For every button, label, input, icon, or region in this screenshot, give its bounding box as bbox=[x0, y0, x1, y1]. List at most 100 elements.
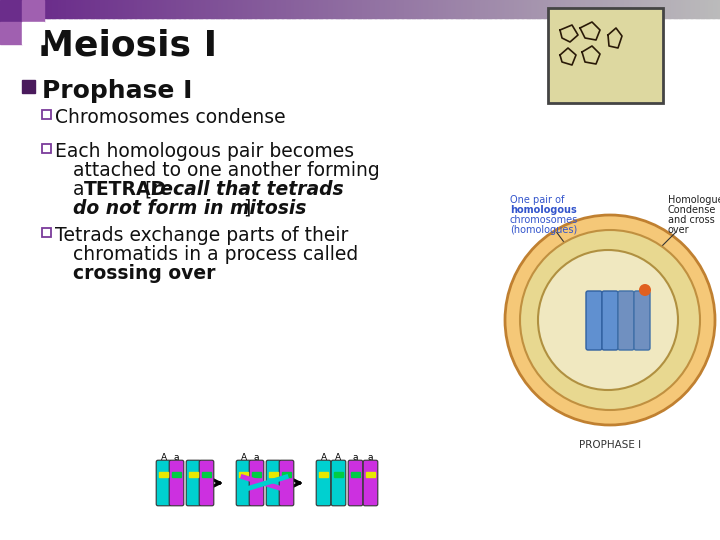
Bar bbox=[117, 0, 119, 18]
Bar bbox=[196, 0, 198, 18]
Bar bbox=[421, 0, 423, 18]
Bar bbox=[516, 0, 518, 18]
Bar bbox=[715, 0, 717, 18]
Bar bbox=[561, 0, 563, 18]
Bar bbox=[665, 0, 667, 18]
Bar bbox=[243, 0, 246, 18]
Bar bbox=[100, 0, 102, 18]
Bar bbox=[112, 0, 114, 18]
Text: Homologues: Homologues bbox=[668, 195, 720, 205]
Bar bbox=[597, 0, 599, 18]
Bar bbox=[194, 0, 197, 18]
Bar bbox=[250, 0, 253, 18]
Bar bbox=[570, 0, 572, 18]
Text: recall that tetrads: recall that tetrads bbox=[151, 180, 343, 199]
Bar bbox=[307, 0, 310, 18]
Bar bbox=[186, 0, 188, 18]
Bar bbox=[660, 0, 662, 18]
Bar bbox=[468, 0, 470, 18]
Bar bbox=[473, 0, 475, 18]
Bar bbox=[374, 0, 376, 18]
Bar bbox=[76, 0, 78, 18]
Bar bbox=[719, 0, 720, 18]
Bar bbox=[671, 0, 673, 18]
Bar bbox=[583, 0, 585, 18]
Bar bbox=[384, 0, 386, 18]
Bar bbox=[370, 0, 372, 18]
Bar bbox=[553, 0, 555, 18]
Bar bbox=[605, 0, 607, 18]
Bar bbox=[716, 0, 719, 18]
Bar bbox=[269, 472, 278, 477]
Bar bbox=[693, 0, 695, 18]
Bar bbox=[366, 0, 369, 18]
Bar bbox=[563, 0, 565, 18]
Bar bbox=[294, 0, 297, 18]
Text: a: a bbox=[367, 453, 373, 462]
Bar bbox=[310, 0, 312, 18]
Bar bbox=[154, 0, 156, 18]
Bar bbox=[108, 0, 110, 18]
Text: crossing over: crossing over bbox=[73, 264, 215, 283]
Bar bbox=[505, 0, 508, 18]
Bar bbox=[328, 0, 330, 18]
Text: b: b bbox=[253, 496, 259, 505]
Bar bbox=[499, 0, 501, 18]
Bar bbox=[48, 0, 50, 18]
Bar bbox=[147, 0, 149, 18]
Bar bbox=[105, 0, 107, 18]
Bar bbox=[521, 0, 523, 18]
Bar bbox=[554, 0, 557, 18]
Bar bbox=[152, 0, 154, 18]
Bar bbox=[239, 472, 248, 477]
Bar bbox=[49, 0, 51, 18]
Bar bbox=[333, 0, 336, 18]
Bar bbox=[230, 0, 232, 18]
Bar bbox=[266, 0, 268, 18]
Bar bbox=[159, 0, 161, 18]
Bar bbox=[426, 0, 428, 18]
Bar bbox=[123, 0, 125, 18]
Bar bbox=[156, 0, 158, 18]
Circle shape bbox=[505, 215, 715, 425]
Bar bbox=[654, 0, 657, 18]
Bar bbox=[296, 0, 298, 18]
Bar bbox=[253, 0, 256, 18]
FancyBboxPatch shape bbox=[316, 460, 330, 506]
Bar bbox=[423, 0, 425, 18]
Bar bbox=[343, 0, 346, 18]
Bar bbox=[504, 0, 506, 18]
Bar bbox=[277, 0, 279, 18]
Bar bbox=[703, 0, 706, 18]
Bar bbox=[394, 0, 396, 18]
FancyBboxPatch shape bbox=[602, 291, 618, 350]
Bar bbox=[642, 0, 644, 18]
Bar bbox=[184, 0, 186, 18]
Bar bbox=[522, 0, 524, 18]
Bar bbox=[350, 0, 352, 18]
Bar bbox=[102, 0, 104, 18]
Bar bbox=[162, 0, 164, 18]
FancyBboxPatch shape bbox=[586, 291, 602, 350]
Bar bbox=[397, 0, 400, 18]
Bar bbox=[74, 0, 76, 18]
Bar bbox=[245, 0, 247, 18]
Bar bbox=[173, 0, 175, 18]
Bar bbox=[598, 0, 600, 18]
FancyBboxPatch shape bbox=[249, 460, 264, 506]
Bar bbox=[269, 0, 271, 18]
Bar bbox=[107, 0, 109, 18]
Bar bbox=[312, 0, 315, 18]
Bar bbox=[670, 0, 672, 18]
Bar bbox=[292, 0, 294, 18]
Bar bbox=[297, 0, 300, 18]
Bar bbox=[93, 0, 95, 18]
Bar bbox=[559, 0, 562, 18]
Bar bbox=[651, 0, 653, 18]
Bar bbox=[449, 0, 451, 18]
Bar bbox=[199, 0, 202, 18]
Bar bbox=[514, 0, 516, 18]
Bar bbox=[69, 0, 71, 18]
Bar bbox=[593, 0, 595, 18]
Bar bbox=[517, 0, 519, 18]
